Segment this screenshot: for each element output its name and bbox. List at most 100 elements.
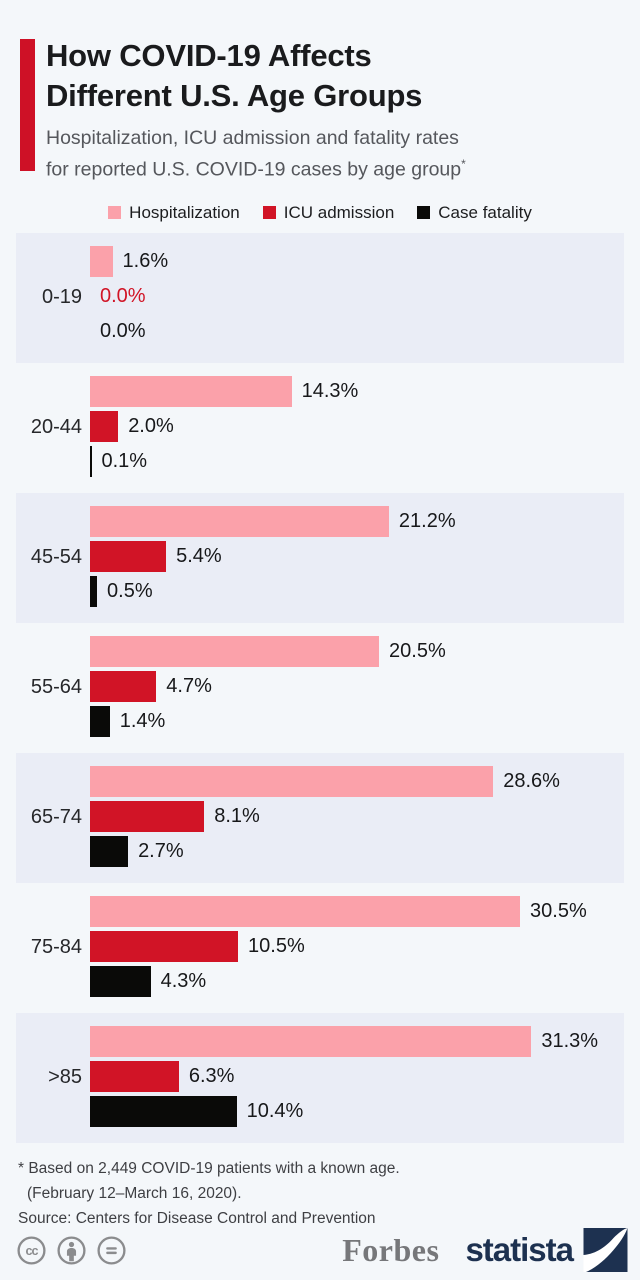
hospitalization-bar-row: 31.3% [90,1025,624,1057]
legend: Hospitalization ICU admission Case fatalit… [0,203,640,223]
chart-row: 0-19 1.6% 0.0% 0.0% [16,232,624,363]
case-fatality-bar [90,965,151,997]
age-group-label: 75-84 [30,936,82,958]
value-label: 2.7% [138,839,184,862]
icu-admission-bar [90,1060,179,1092]
hospitalization-bar [90,895,521,927]
value-label: 1.6% [122,249,169,272]
equals-icon [97,1235,126,1265]
subtitle: Hospitalization, ICU admission and fatal… [46,125,620,183]
icu-admission-bar [90,670,157,702]
chart-row: >85 31.3% 6.3% 10.4% [16,1012,624,1143]
title-accent-bar [20,39,35,171]
value-label: 10.4% [246,1099,304,1122]
case-fatality-bar [90,835,129,867]
value-label: 0.0% [100,284,146,307]
hospitalization-bar-row: 1.6% [90,245,624,277]
case-fatality-bar-row: 1.4% [90,705,624,737]
chart-rows: 0-19 1.6% 0.0% 0.0% 20-44 14.3% 2.0% 0.1% 45-54 2… [16,232,624,1143]
statista-logo: statista [465,1228,628,1272]
age-group-label: 20-44 [30,416,82,438]
chart-row: 75-84 30.5% 10.5% 4.3% [16,883,624,1013]
statista-logo-mark [583,1228,628,1272]
icu-admission-bar-row: 5.4% [90,540,624,572]
header: How COVID-19 Affects Different U.S. Age … [0,0,640,183]
chart-row: 20-44 14.3% 2.0% 0.1% [16,363,624,493]
value-label: 10.5% [248,934,305,957]
value-label: 4.7% [166,674,212,697]
legend-item: Hospitalization [108,203,240,223]
footer: cc Forbes statista [16,1226,628,1274]
case-fatality-bar-row: 0.5% [90,575,624,607]
legend-swatch-icon [108,206,122,219]
value-label: 14.3% [301,379,359,402]
case-fatality-bar-row: 2.7% [90,835,624,867]
page-title-line1: How COVID-19 Affects [46,38,372,73]
page-title-line2: Different U.S. Age Groups [46,78,423,113]
chart-row: 45-54 21.2% 5.4% 0.5% [16,492,624,623]
footnote: * Based on 2,449 COVID-19 patients with … [18,1156,640,1231]
hospitalization-bar-row: 30.5% [90,895,624,927]
subtitle-line2: for reported U.S. COVID-19 cases by age … [46,157,466,181]
hospitalization-bar [90,635,380,667]
case-fatality-bar [90,445,92,477]
icu-admission-bar [90,800,205,832]
value-label: 0.0% [100,319,146,342]
hospitalization-bar-row: 14.3% [90,375,624,407]
attribution-icon [57,1235,86,1265]
value-label: 28.6% [503,769,560,792]
value-label: 30.5% [530,899,587,922]
age-group-label: 0-19 [41,286,82,308]
hospitalization-bar [90,375,292,407]
case-fatality-bar-row: 10.4% [90,1095,624,1127]
icu-admission-bar-row: 0.0% [90,281,624,312]
chart-row: 55-64 20.5% 4.7% 1.4% [16,623,624,753]
value-label: 8.1% [214,804,260,827]
statista-wordmark: statista [465,1231,574,1268]
hospitalization-bar [90,505,389,537]
icu-admission-bar-row: 6.3% [90,1060,624,1092]
icu-admission-bar-row: 2.0% [90,410,624,442]
case-fatality-bar-row: 4.3% [90,965,624,997]
legend-label: Hospitalization [129,202,240,222]
case-fatality-bar [90,705,110,737]
value-label: 2.0% [128,414,174,437]
legend-label: Case fatality [438,202,532,222]
cc-icon: cc [17,1235,46,1265]
age-group-label: 55-64 [30,676,82,698]
case-fatality-bar-row: 0.1% [90,445,624,477]
footnote-line1: * Based on 2,449 COVID-19 patients with … [18,1159,400,1177]
icu-admission-bar-row: 4.7% [90,670,624,702]
age-group-label: 45-54 [30,546,82,568]
value-label: 4.3% [160,969,207,992]
hospitalization-bar [90,1025,532,1057]
hospitalization-bar-row: 28.6% [90,765,624,797]
page-title: How COVID-19 Affects Different U.S. Age … [46,36,620,116]
hospitalization-bar-row: 20.5% [90,635,624,667]
icu-admission-bar-row: 10.5% [90,930,624,962]
license-icons: cc [16,1235,127,1266]
icu-admission-bar [90,930,239,962]
hospitalization-bar [90,765,494,797]
legend-item: Case fatality [417,203,532,223]
age-group-label: 65-74 [30,806,82,828]
footnote-source: Source: Centers for Disease Control and … [18,1209,376,1227]
legend-item: ICU admission [262,203,394,223]
case-fatality-bar-row: 0.0% [90,316,624,347]
svg-text:cc: cc [25,1243,38,1257]
value-label: 0.1% [101,449,148,472]
value-label: 6.3% [188,1064,235,1087]
value-label: 31.3% [541,1029,599,1052]
forbes-logo: Forbes [342,1232,440,1268]
value-label: 21.2% [398,509,456,532]
value-label: 5.4% [176,544,222,567]
hospitalization-bar [90,245,113,277]
chart-row: 65-74 28.6% 8.1% 2.7% [16,752,624,883]
value-label: 0.5% [107,579,153,602]
icu-admission-bar [90,540,167,572]
legend-swatch-icon [417,206,431,219]
case-fatality-bar [90,575,98,607]
value-label: 1.4% [119,709,166,732]
value-label: 20.5% [389,639,446,662]
brand-logos: Forbes statista [342,1228,628,1272]
